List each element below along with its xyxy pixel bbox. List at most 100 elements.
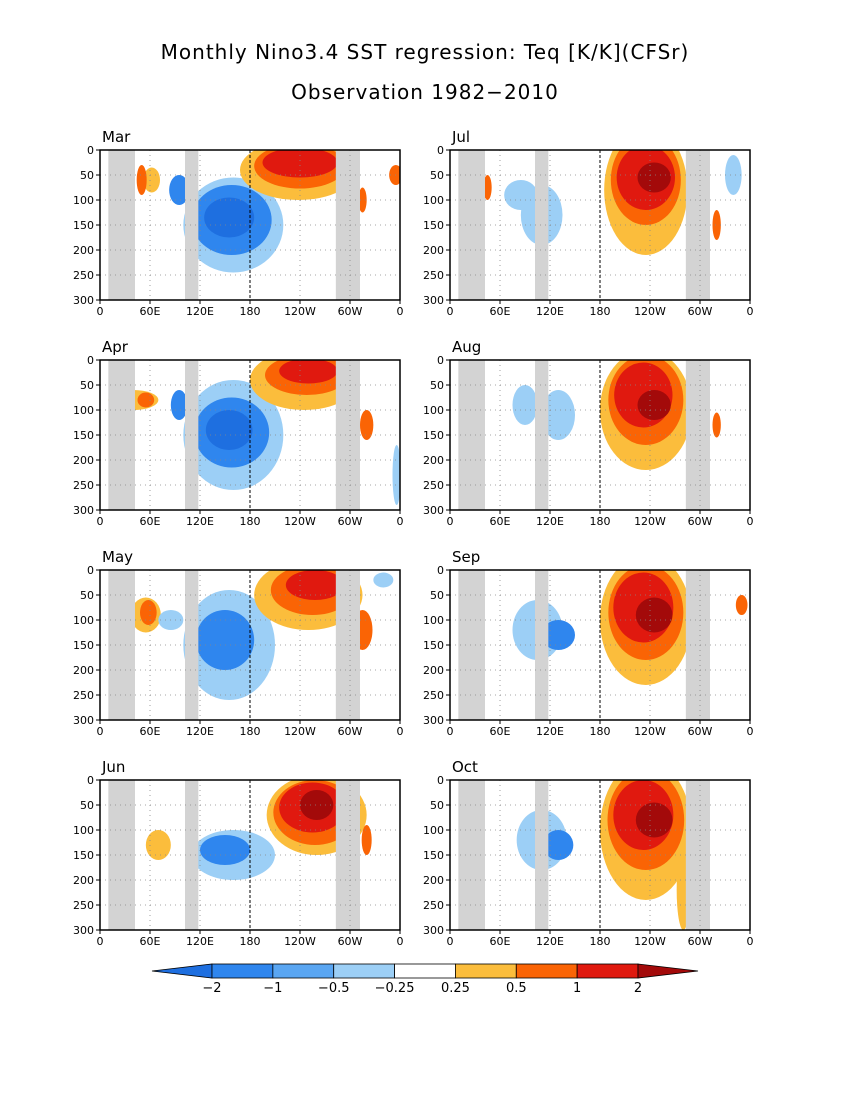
regression-contour	[712, 412, 721, 438]
colorbar-segment	[272, 963, 335, 979]
x-tick-label: 120W	[634, 305, 666, 318]
x-tick-label: 120E	[186, 305, 214, 318]
y-tick-label: 200	[423, 664, 444, 677]
y-tick-label: 50	[430, 169, 444, 182]
y-tick-label: 200	[73, 454, 94, 467]
y-tick-label: 150	[73, 429, 94, 442]
x-tick-label: 180	[240, 935, 261, 948]
y-tick-label: 200	[423, 454, 444, 467]
x-tick-label: 120E	[186, 935, 214, 948]
land-mask	[185, 780, 199, 930]
y-tick-label: 300	[73, 714, 94, 727]
x-tick-label: 0	[747, 515, 754, 528]
y-tick-label: 300	[73, 924, 94, 937]
colorbar-label: 0.25	[441, 981, 470, 996]
land-mask	[335, 780, 360, 930]
x-tick-label: 60W	[688, 935, 713, 948]
y-tick-label: 50	[430, 799, 444, 812]
regression-contour	[136, 165, 147, 195]
x-tick-label: 120E	[536, 515, 564, 528]
regression-contour	[204, 197, 255, 238]
regression-contour	[358, 187, 367, 213]
y-tick-label: 300	[423, 714, 444, 727]
y-tick-label: 150	[423, 219, 444, 232]
panel-title: Mar	[102, 128, 131, 146]
regression-contour	[140, 600, 157, 625]
panel-field	[450, 150, 750, 300]
colorbar-label: −0.5	[318, 981, 350, 996]
x-tick-label: 60E	[140, 515, 161, 528]
panel-title: Apr	[102, 338, 129, 356]
y-tick-label: 100	[423, 614, 444, 627]
y-tick-label: 300	[73, 504, 94, 517]
x-tick-label: 120W	[284, 305, 316, 318]
x-tick-label: 60W	[338, 725, 363, 738]
x-tick-label: 120E	[186, 515, 214, 528]
x-tick-label: 0	[397, 305, 404, 318]
y-tick-label: 300	[423, 294, 444, 307]
land-mask	[685, 780, 710, 930]
colorbar-label: 0.5	[506, 981, 527, 996]
panel-title: Aug	[452, 338, 481, 356]
y-tick-label: 100	[423, 194, 444, 207]
regression-contour	[300, 790, 334, 820]
x-tick-label: 120E	[536, 725, 564, 738]
colorbar: −2 −1 −0.5 −0.25 0.25 0.5 1 2	[151, 963, 699, 996]
regression-contour	[145, 830, 171, 860]
regression-contour	[483, 175, 492, 200]
x-tick-label: 60W	[338, 515, 363, 528]
land-mask	[535, 360, 549, 510]
y-tick-label: 100	[423, 824, 444, 837]
x-tick-label: 0	[747, 725, 754, 738]
regression-contour	[285, 570, 345, 600]
colorbar-segment	[455, 963, 517, 979]
regression-contour	[262, 150, 338, 178]
x-tick-label: 0	[97, 725, 104, 738]
y-tick-label: 0	[437, 354, 444, 367]
regression-contour	[137, 392, 155, 408]
regression-contour	[143, 167, 161, 193]
y-tick-label: 150	[73, 219, 94, 232]
regression-contour	[392, 445, 400, 505]
x-tick-label: 0	[397, 725, 404, 738]
x-tick-label: 60E	[140, 935, 161, 948]
colorbar-label: −0.25	[375, 981, 415, 996]
x-tick-label: 60W	[338, 935, 363, 948]
panel-field	[450, 570, 750, 720]
y-tick-label: 100	[73, 824, 94, 837]
y-tick-label: 50	[430, 379, 444, 392]
x-tick-label: 60W	[338, 305, 363, 318]
y-tick-label: 250	[423, 479, 444, 492]
y-tick-label: 100	[423, 404, 444, 417]
regression-contour	[735, 595, 748, 615]
colorbar-segment	[394, 963, 456, 979]
x-tick-label: 180	[590, 935, 611, 948]
regression-contour	[360, 410, 374, 440]
y-tick-label: 300	[423, 504, 444, 517]
x-tick-label: 60E	[490, 935, 511, 948]
land-mask	[335, 150, 360, 300]
x-tick-label: 120E	[536, 935, 564, 948]
y-tick-label: 150	[73, 639, 94, 652]
x-tick-label: 180	[240, 725, 261, 738]
y-tick-label: 0	[87, 354, 94, 367]
x-tick-label: 0	[747, 935, 754, 948]
y-tick-label: 250	[73, 899, 94, 912]
regression-contour	[541, 390, 575, 440]
land-mask	[185, 360, 199, 510]
land-mask	[685, 150, 710, 300]
land-mask	[535, 150, 549, 300]
panel-oct: Oct 0 60E 120E 180 120W 60W 0 0 50 100 150 200 250 300	[423, 758, 754, 948]
panel-title: Jul	[451, 128, 470, 146]
panel-aug: Aug 0 60E 120E 180 120W 60W 0 0 50 100 150 200 250 300	[423, 338, 754, 528]
chart-subtitle: Observation 1982−2010	[291, 80, 559, 104]
regression-contour	[635, 597, 673, 633]
y-tick-label: 100	[73, 194, 94, 207]
y-tick-label: 200	[73, 874, 94, 887]
land-mask	[685, 360, 710, 510]
regression-contour	[169, 175, 190, 205]
x-tick-label: 60E	[490, 515, 511, 528]
panel-jul: Jul 0 60E 120E 180 120W 60W 0 0 50 100 150 200 250 300	[423, 128, 754, 318]
x-tick-label: 0	[747, 305, 754, 318]
y-tick-label: 50	[80, 589, 94, 602]
